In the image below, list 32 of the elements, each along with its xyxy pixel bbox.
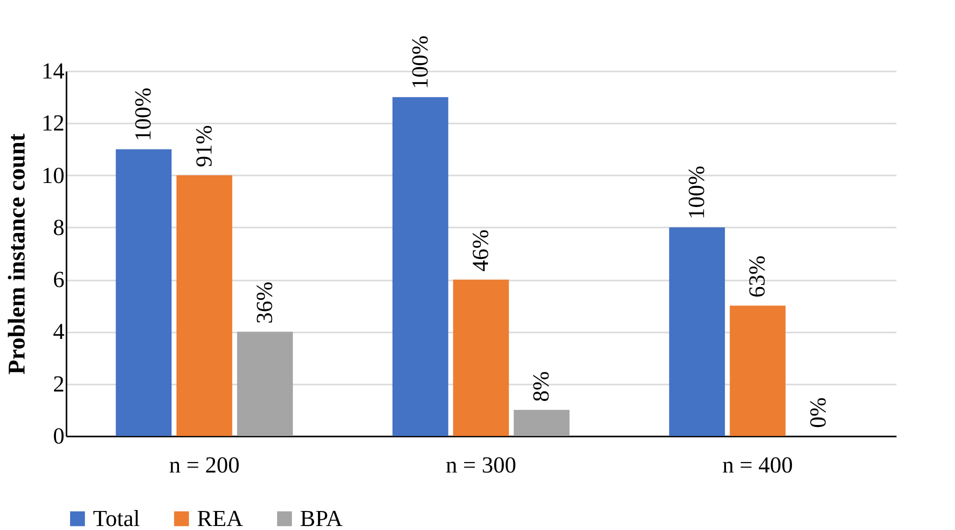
legend-label: REA <box>197 506 244 530</box>
legend-label: BPA <box>300 506 344 530</box>
annotation: 91% <box>191 125 216 168</box>
x-tick-label: n = 200 <box>169 452 240 478</box>
annotation: 8% <box>528 371 554 402</box>
bar <box>176 175 232 436</box>
bar <box>453 280 509 436</box>
y-tick-label: 0 <box>53 424 64 448</box>
bar <box>514 410 570 436</box>
annotation: 0% <box>805 397 830 428</box>
bar <box>730 306 786 436</box>
x-tick-label: n = 400 <box>722 452 793 478</box>
y-tick-label: 4 <box>53 319 65 344</box>
y-tick-label: 14 <box>42 58 65 84</box>
legend-label: Total <box>93 506 140 530</box>
bar <box>237 332 293 436</box>
bar <box>669 227 725 436</box>
annotation: 100% <box>130 88 156 142</box>
y-tick-label: 8 <box>53 214 64 240</box>
annotation: 100% <box>684 166 710 220</box>
y-tick-label: 6 <box>53 267 64 292</box>
y-axis-title: Problem instance count <box>4 134 30 374</box>
x-tick-label: n = 300 <box>446 452 516 478</box>
annotation: 63% <box>744 255 770 298</box>
y-tick-label: 12 <box>42 110 64 136</box>
annotation: 36% <box>252 282 277 324</box>
annotation: 46% <box>468 229 493 272</box>
bar <box>392 97 448 436</box>
y-tick-label: 2 <box>53 371 64 396</box>
y-tick-label: 10 <box>42 162 64 188</box>
bar <box>116 149 172 436</box>
annotation: 100% <box>407 35 432 90</box>
